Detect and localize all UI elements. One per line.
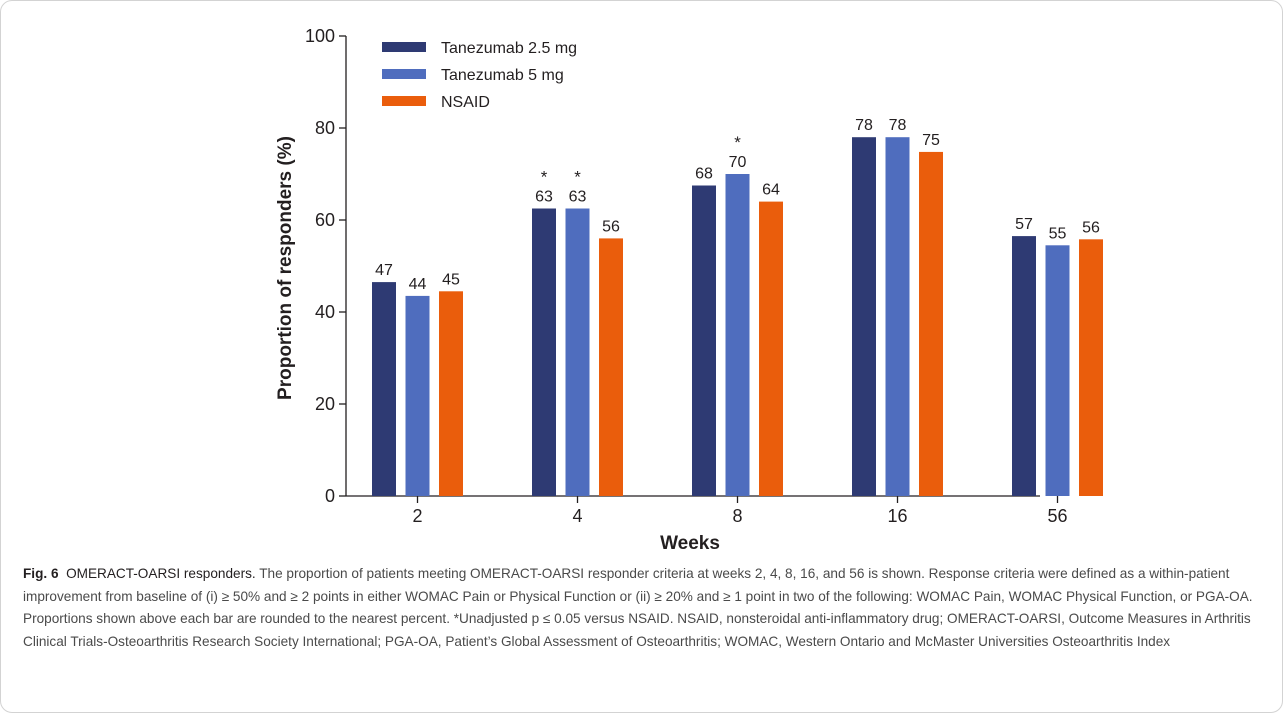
legend-swatch — [382, 96, 426, 106]
bar-value-label: 56 — [1082, 219, 1100, 236]
bar — [439, 291, 463, 496]
legend-swatch — [382, 42, 426, 52]
y-tick-label: 80 — [315, 118, 335, 138]
x-tick-label: 16 — [887, 506, 907, 526]
bar — [1045, 245, 1070, 496]
y-tick-label: 40 — [315, 302, 335, 322]
significance-marker: * — [574, 168, 581, 187]
bar-chart: 0 20 40 60 80 100 2 4 8 16 56 47 63 * 68 78 57 44 63 * 70 * 7… — [275, 26, 1103, 554]
bar-value-label: 63 — [569, 189, 587, 206]
bar-value-label: 45 — [442, 271, 460, 288]
bar — [852, 137, 876, 496]
bar-value-label: 64 — [762, 182, 780, 199]
bar — [565, 208, 590, 496]
y-axis-label: Proportion of responders (%) — [275, 136, 296, 400]
significance-marker: * — [734, 133, 741, 152]
chart-legend: Tanezumab 2.5 mg Tanezumab 5 mg NSAID — [382, 40, 577, 111]
x-axis-label: Weeks — [660, 533, 720, 554]
bar — [725, 174, 750, 496]
x-tick-label: 56 — [1047, 506, 1067, 526]
bar — [919, 151, 943, 497]
bar — [599, 238, 623, 496]
chart-bars: 47 63 * 68 78 57 44 63 * 70 * 78 55 45 56 64 75 56 — [372, 117, 1103, 497]
bar-value-label: 63 — [535, 189, 553, 206]
x-tick-label: 4 — [572, 506, 582, 526]
legend-label: NSAID — [441, 94, 490, 111]
y-tick-label: 100 — [305, 26, 335, 46]
bar — [692, 185, 716, 496]
bar-value-label: 68 — [695, 166, 713, 183]
legend-label: Tanezumab 2.5 mg — [441, 40, 577, 57]
significance-marker: * — [541, 168, 548, 187]
caption-label: Fig. 6 — [23, 566, 59, 581]
bar — [532, 208, 556, 496]
bar-value-label: 78 — [855, 117, 873, 134]
y-tick-label: 0 — [325, 486, 335, 506]
x-tick-label: 8 — [732, 506, 742, 526]
bar-value-label: 56 — [602, 218, 620, 235]
x-tick-label: 2 — [412, 506, 422, 526]
bar — [885, 137, 910, 496]
bar-value-label: 55 — [1049, 225, 1067, 242]
caption-body: The proportion of patients meeting OMERA… — [23, 566, 1253, 649]
bar-value-label: 70 — [729, 154, 747, 171]
legend-swatch — [382, 69, 426, 79]
bar — [1079, 239, 1103, 496]
bar — [405, 295, 430, 496]
bar — [1012, 236, 1036, 496]
bar — [759, 201, 783, 496]
y-tick-label: 60 — [315, 210, 335, 230]
bar-value-label: 44 — [409, 276, 427, 293]
bar-value-label: 57 — [1015, 216, 1033, 233]
caption-title: OMERACT-OARSI responders. — [66, 566, 256, 581]
bar-value-label: 47 — [375, 262, 393, 279]
bar-value-label: 78 — [889, 117, 907, 134]
figure-caption: Fig. 6 OMERACT-OARSI responders. The pro… — [23, 563, 1268, 653]
bar — [372, 282, 396, 496]
bar-value-label: 75 — [922, 132, 940, 149]
legend-label: Tanezumab 5 mg — [441, 67, 564, 84]
y-tick-label: 20 — [315, 394, 335, 414]
